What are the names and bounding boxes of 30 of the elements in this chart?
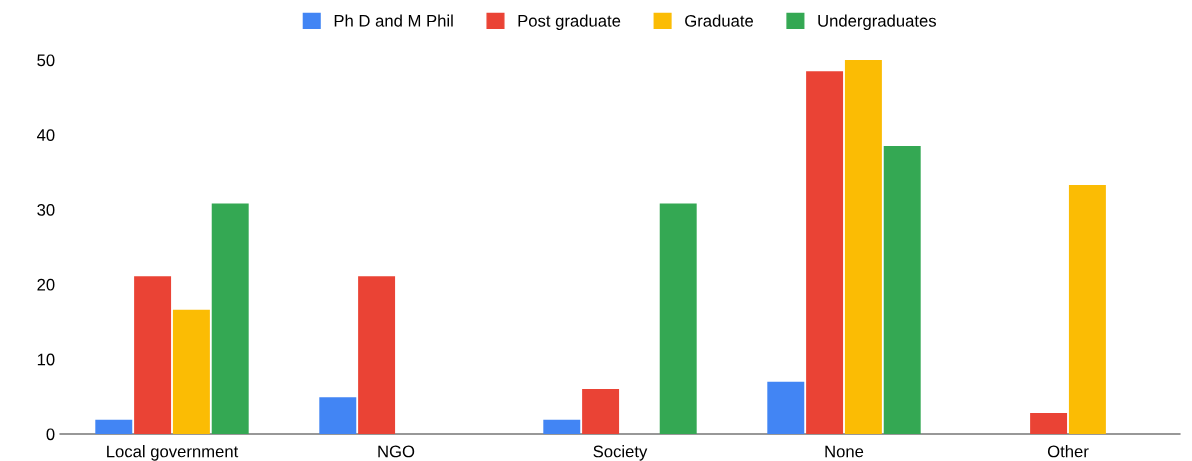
- x-tick-label: None: [825, 445, 864, 458]
- bar: [844, 60, 882, 434]
- bar: [1030, 413, 1068, 434]
- bar: [659, 203, 697, 434]
- y-tick-label: 20: [37, 278, 55, 291]
- legend-label: Undergraduates: [818, 14, 936, 31]
- y-tick-label: 40: [36, 129, 55, 141]
- x-tick-label: Society: [593, 445, 648, 461]
- bar: [582, 389, 620, 434]
- bar: [358, 276, 396, 434]
- bar: [543, 419, 581, 434]
- x-tick-label: NGO: [378, 445, 415, 458]
- y-tick-label: 50: [37, 54, 55, 67]
- y-tick-label: 30: [37, 204, 55, 216]
- bar: [172, 309, 210, 434]
- legend-label: Post graduate: [518, 14, 621, 31]
- bar: [767, 381, 805, 434]
- bar: [211, 203, 249, 434]
- legend-label: Ph D and M Phil: [334, 14, 453, 27]
- legend-label: Graduate: [685, 14, 754, 27]
- bar: [319, 397, 357, 434]
- bar: [806, 71, 844, 434]
- bar: [1068, 184, 1106, 434]
- bar: [883, 146, 921, 434]
- y-tick-label: 0: [46, 428, 55, 441]
- bar: [95, 419, 133, 434]
- y-tick-label: 10: [37, 353, 55, 366]
- x-tick-label: Other: [1047, 445, 1089, 458]
- bar: [134, 276, 172, 434]
- x-tick-label: Local government: [107, 445, 239, 461]
